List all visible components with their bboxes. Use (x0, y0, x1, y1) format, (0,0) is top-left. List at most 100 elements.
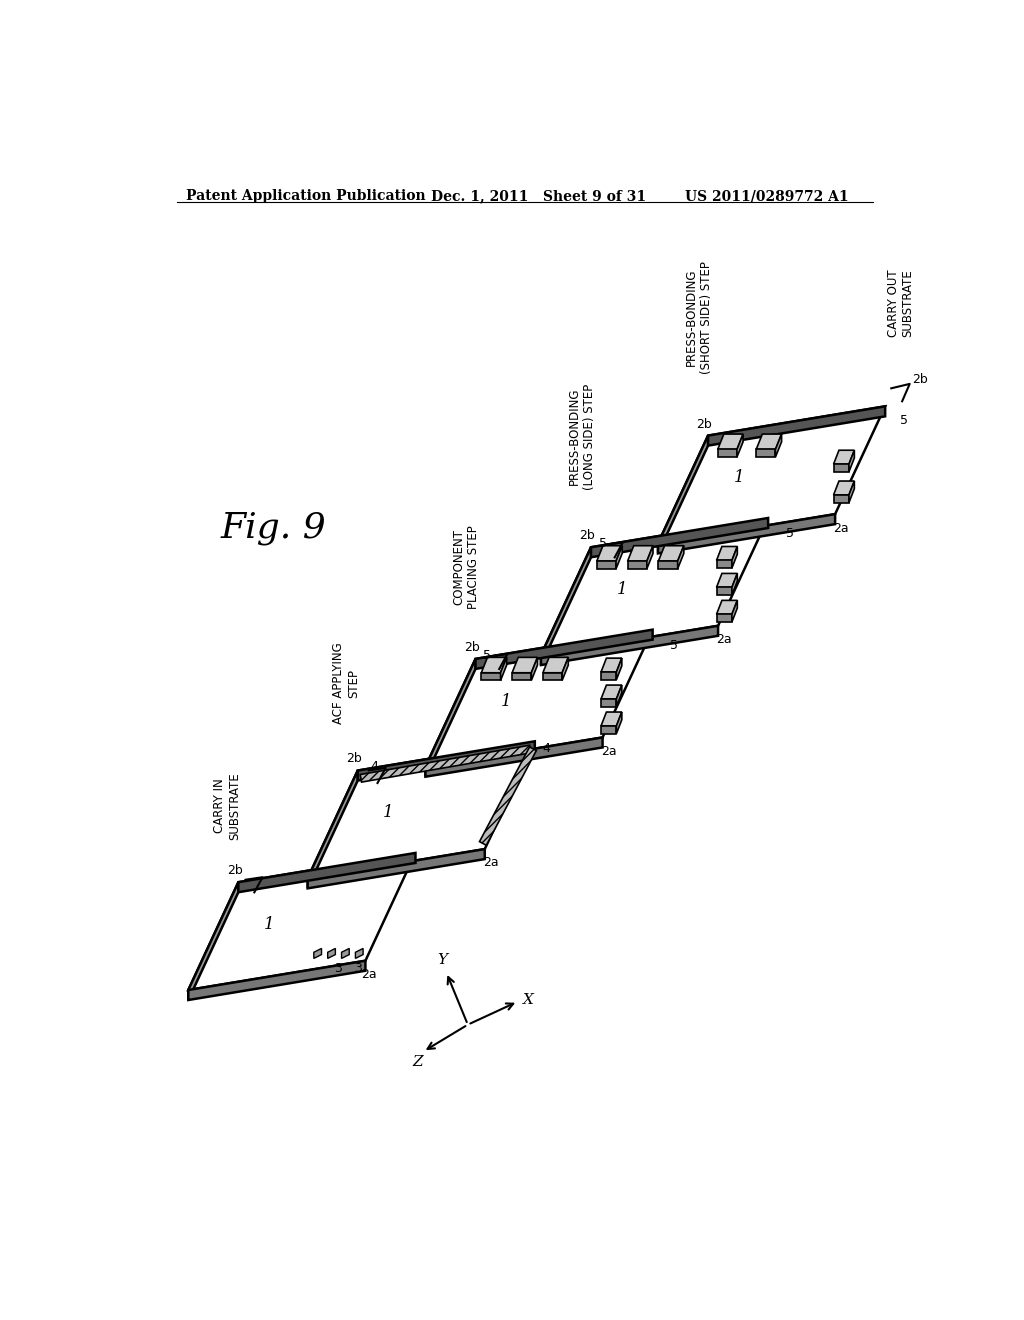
Polygon shape (425, 630, 652, 767)
Polygon shape (342, 949, 349, 958)
Polygon shape (328, 949, 336, 958)
Polygon shape (601, 700, 616, 706)
Text: 5: 5 (483, 648, 492, 661)
Text: Fig. 9: Fig. 9 (220, 511, 326, 545)
Polygon shape (475, 630, 652, 669)
Polygon shape (628, 545, 653, 561)
Polygon shape (188, 882, 239, 1001)
Text: PRESS-BONDING
(LONG SIDE) STEP: PRESS-BONDING (LONG SIDE) STEP (567, 383, 596, 490)
Polygon shape (717, 614, 732, 622)
Polygon shape (834, 480, 854, 495)
Polygon shape (616, 685, 622, 706)
Text: 4: 4 (543, 742, 550, 755)
Polygon shape (543, 657, 568, 673)
Text: 2a: 2a (601, 744, 616, 758)
Polygon shape (775, 434, 781, 457)
Polygon shape (541, 626, 718, 665)
Text: 3: 3 (335, 962, 342, 975)
Text: 2b: 2b (464, 640, 479, 653)
Text: ACF APPLYING
STEP: ACF APPLYING STEP (332, 643, 360, 725)
Text: 2b: 2b (346, 752, 361, 766)
Polygon shape (737, 434, 743, 457)
Polygon shape (849, 450, 854, 471)
Polygon shape (834, 495, 849, 503)
Polygon shape (188, 961, 366, 1001)
Polygon shape (756, 434, 781, 449)
Text: CARRY OUT
SUBSTRATE: CARRY OUT SUBSTRATE (887, 269, 914, 337)
Polygon shape (718, 434, 743, 449)
Text: 1: 1 (501, 693, 512, 710)
Polygon shape (531, 657, 538, 681)
Polygon shape (616, 659, 622, 680)
Polygon shape (616, 711, 622, 734)
Polygon shape (357, 742, 535, 780)
Text: 1: 1 (264, 916, 274, 933)
Polygon shape (307, 771, 357, 888)
Text: PRESS-BONDING
(SHORT SIDE) STEP: PRESS-BONDING (SHORT SIDE) STEP (685, 261, 713, 374)
Polygon shape (708, 407, 885, 446)
Polygon shape (188, 853, 416, 990)
Polygon shape (628, 561, 647, 569)
Polygon shape (239, 853, 416, 892)
Polygon shape (512, 657, 538, 673)
Polygon shape (481, 673, 501, 681)
Polygon shape (425, 738, 602, 776)
Polygon shape (501, 657, 507, 681)
Polygon shape (601, 726, 616, 734)
Text: Y: Y (437, 953, 447, 966)
Polygon shape (658, 545, 684, 561)
Text: 2b: 2b (580, 529, 595, 543)
Text: CARRY IN
SUBSTRATE: CARRY IN SUBSTRATE (213, 772, 241, 840)
Polygon shape (562, 657, 568, 681)
Polygon shape (591, 517, 768, 557)
Polygon shape (313, 949, 322, 958)
Polygon shape (647, 545, 653, 569)
Polygon shape (658, 436, 708, 553)
Text: Patent Application Publication: Patent Application Publication (186, 189, 426, 203)
Polygon shape (849, 480, 854, 503)
Text: US 2011/0289772 A1: US 2011/0289772 A1 (685, 189, 849, 203)
Polygon shape (658, 515, 836, 553)
Polygon shape (717, 601, 737, 614)
Polygon shape (512, 673, 531, 681)
Polygon shape (678, 545, 684, 569)
Polygon shape (601, 672, 616, 680)
Polygon shape (717, 573, 737, 587)
Polygon shape (717, 546, 737, 561)
Text: 2a: 2a (483, 857, 499, 870)
Polygon shape (481, 657, 507, 673)
Polygon shape (834, 465, 849, 471)
Polygon shape (360, 746, 531, 781)
Polygon shape (658, 561, 678, 569)
Text: 2b: 2b (912, 372, 928, 385)
Text: 2b: 2b (696, 417, 712, 430)
Polygon shape (601, 711, 622, 726)
Polygon shape (541, 517, 768, 655)
Text: 2a: 2a (717, 634, 732, 647)
Polygon shape (834, 450, 854, 465)
Text: 1: 1 (383, 804, 394, 821)
Text: 5: 5 (670, 639, 678, 652)
Text: 1: 1 (616, 581, 627, 598)
Text: 2a: 2a (834, 521, 849, 535)
Polygon shape (756, 449, 775, 457)
Polygon shape (597, 545, 623, 561)
Polygon shape (355, 949, 364, 958)
Polygon shape (307, 849, 484, 888)
Polygon shape (732, 573, 737, 595)
Polygon shape (717, 587, 732, 595)
Polygon shape (541, 548, 591, 665)
Text: X: X (523, 993, 535, 1007)
Text: 5: 5 (785, 527, 794, 540)
Polygon shape (732, 546, 737, 568)
Polygon shape (717, 561, 732, 568)
Text: 3: 3 (353, 962, 361, 975)
Polygon shape (718, 449, 737, 457)
Text: 5: 5 (599, 537, 606, 550)
Polygon shape (658, 407, 885, 544)
Polygon shape (601, 685, 622, 700)
Polygon shape (543, 673, 562, 681)
Text: 5: 5 (900, 413, 908, 426)
Polygon shape (601, 659, 622, 672)
Text: Dec. 1, 2011   Sheet 9 of 31: Dec. 1, 2011 Sheet 9 of 31 (431, 189, 646, 203)
